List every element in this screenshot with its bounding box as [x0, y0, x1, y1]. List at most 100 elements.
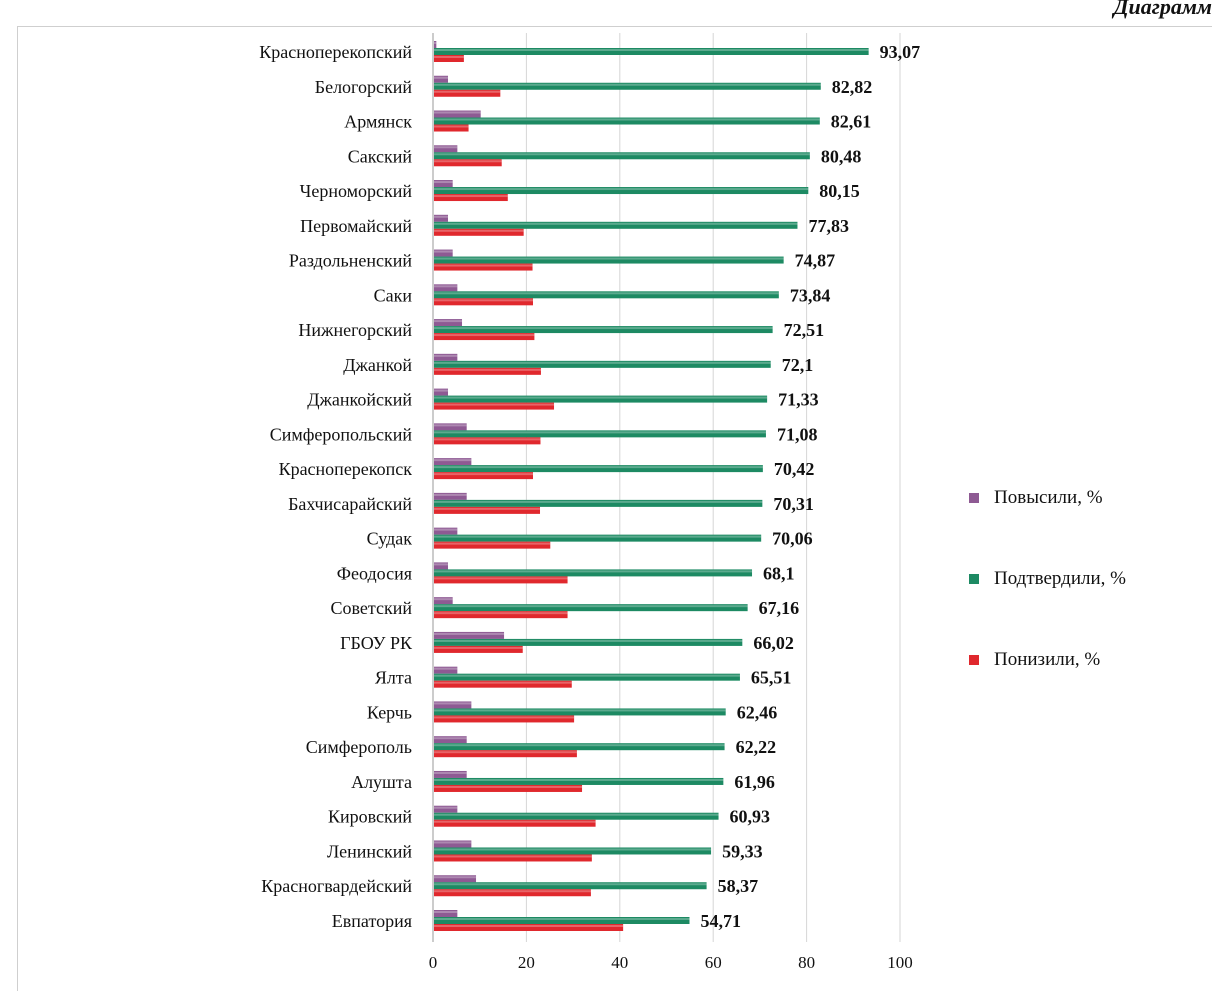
legend-label: Подтвердили, % [994, 568, 1126, 589]
data-label: 82,61 [831, 112, 872, 132]
bar-highlight [434, 76, 449, 79]
bar-highlight [434, 431, 766, 434]
bar-highlight [434, 507, 541, 510]
bar-highlight [434, 389, 449, 392]
bar-highlight [434, 841, 472, 844]
bar [434, 395, 768, 403]
bar [434, 145, 458, 153]
bar-highlight [434, 598, 453, 601]
category-label: Симферопольский [270, 424, 413, 444]
category-label: Армянск [344, 112, 412, 132]
bar-highlight [434, 813, 719, 816]
category-label: Саки [374, 285, 413, 305]
bar [434, 576, 568, 584]
bar [434, 187, 809, 195]
bar [434, 750, 577, 758]
data-label: 66,02 [753, 633, 794, 653]
bar [434, 326, 773, 334]
bar-highlight [434, 334, 535, 337]
legend-item: Повысили, % [966, 487, 1212, 511]
x-tick-label: 80 [798, 953, 815, 972]
bar [434, 180, 453, 188]
bar-highlight [434, 605, 748, 608]
bar-highlight [434, 229, 524, 232]
bar-highlight [434, 911, 458, 913]
bar [434, 360, 771, 368]
bar [434, 819, 596, 827]
bar-highlight [434, 146, 458, 149]
category-label: Джанкой [343, 355, 412, 375]
bar [434, 492, 467, 500]
data-label: 70,06 [772, 529, 813, 549]
data-label: 70,42 [774, 459, 815, 479]
legend-item: Понизили, % [966, 649, 1212, 673]
data-label: 65,51 [751, 668, 792, 688]
bar [434, 55, 464, 62]
bar [434, 48, 869, 55]
bar-highlight [434, 181, 453, 184]
data-label: 80,48 [821, 146, 862, 166]
category-labels: Красноперекопский Белогорский Армянск Сакск… [259, 42, 413, 931]
bar [434, 194, 508, 202]
bar-highlight [434, 535, 762, 538]
data-label: 59,33 [722, 841, 763, 861]
bar [434, 805, 458, 813]
bar-highlight [434, 473, 534, 476]
bar-highlight [434, 918, 690, 920]
data-label: 77,83 [808, 216, 849, 236]
bar [434, 333, 535, 341]
chart-frame: Красноперекопский Белогорский Армянск Сакск… [17, 26, 1212, 991]
bar-highlight [434, 111, 481, 114]
bar-highlight [434, 883, 707, 886]
data-label: 82,82 [832, 77, 873, 97]
bar [434, 367, 541, 375]
bar [434, 562, 449, 570]
bar [434, 465, 763, 473]
bar [434, 82, 821, 90]
x-axis-ticks: 0 20 40 60 80 100 [429, 953, 913, 972]
bar [434, 152, 810, 160]
bar [434, 645, 523, 653]
category-label: Евпатория [332, 911, 412, 931]
legend-label: Повысили, % [994, 487, 1103, 508]
bar-highlight [434, 493, 467, 496]
bar-highlight [434, 639, 743, 642]
data-label: 67,16 [759, 598, 800, 618]
bar-highlight [434, 751, 577, 754]
bar-highlight [434, 285, 458, 288]
bar-highlight [434, 716, 575, 719]
bar [434, 784, 583, 792]
bar [434, 124, 469, 132]
bar [434, 256, 784, 264]
bar [434, 910, 458, 917]
bar [434, 388, 449, 396]
bar-highlight [434, 632, 505, 635]
data-label: 68,1 [763, 563, 795, 583]
legend: Повысили, % Подтвердили, % Понизили, % [966, 487, 1212, 673]
category-label: Первомайский [300, 216, 412, 236]
category-label: Нижнегорский [298, 320, 412, 340]
bars [434, 41, 869, 931]
data-label: 62,46 [737, 702, 778, 722]
category-label: Симферополь [306, 737, 412, 757]
data-label: 71,33 [778, 390, 819, 410]
bar [434, 631, 505, 639]
bar [434, 291, 779, 299]
bar [434, 604, 748, 612]
data-label: 72,51 [784, 320, 825, 340]
bar-highlight [434, 215, 449, 218]
legend-swatch [969, 574, 979, 584]
bar-highlight [434, 702, 472, 705]
data-label: 62,22 [736, 737, 777, 757]
bar [434, 472, 534, 480]
bar-highlight [434, 737, 467, 740]
category-label: Красноперекопский [259, 42, 412, 62]
bar [434, 298, 534, 306]
bar-highlight [434, 612, 568, 615]
bar-highlight [434, 90, 501, 93]
bar-highlight [434, 160, 502, 163]
bar [434, 597, 453, 605]
bar-highlight [434, 250, 453, 253]
category-label: Сакский [348, 146, 413, 166]
category-label: Красногвардейский [261, 876, 412, 896]
